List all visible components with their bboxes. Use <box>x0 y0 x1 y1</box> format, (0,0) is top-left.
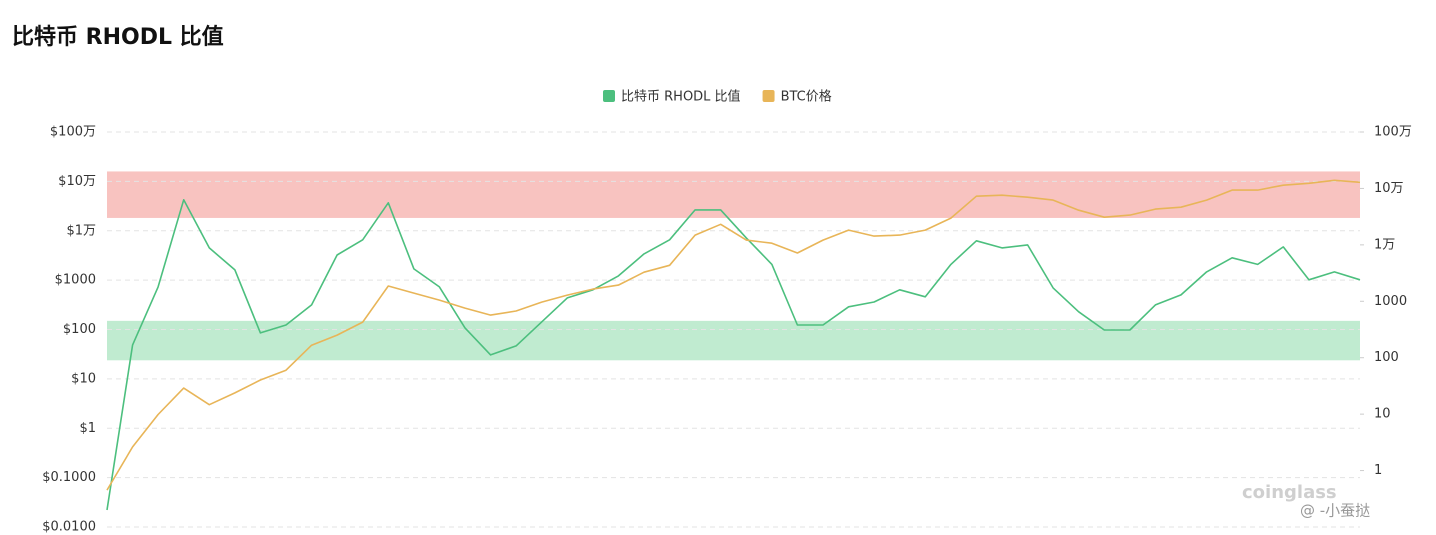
series-line <box>106 199 1361 511</box>
series-line <box>106 179 1361 491</box>
y2-tick-label: 10万 <box>1374 181 1404 196</box>
y2-tick-label: 1 <box>1374 463 1382 478</box>
legend-label: BTC价格 <box>781 89 832 105</box>
legend-label: 比特币 RHODL 比值 <box>621 89 741 105</box>
y-tick-label: $0.1000 <box>42 470 96 485</box>
legend-swatch <box>762 90 775 102</box>
zone-band <box>107 171 1360 218</box>
y-tick-label: $10万 <box>58 174 96 189</box>
y2-tick-label: 100 <box>1374 350 1399 365</box>
zone-band <box>107 320 1360 361</box>
y2-tick-label: 10 <box>1374 407 1391 422</box>
y2-tick-label: 100万 <box>1374 125 1412 140</box>
y-tick-label: $1 <box>79 421 96 436</box>
legend-swatch <box>603 90 615 102</box>
chart-title: 比特币 RHODL 比值 <box>12 24 224 50</box>
y-tick-label: $1000 <box>55 273 96 288</box>
y-tick-label: $100万 <box>50 125 96 140</box>
y2-tick-label: 1万 <box>1374 237 1395 252</box>
watermark: coinglass <box>1242 482 1337 503</box>
y-tick-label: $1万 <box>66 223 96 238</box>
y-tick-label: $0.0100 <box>42 520 96 535</box>
y-tick-label: $10 <box>71 371 96 386</box>
credit: @ -小蚕挞 <box>1300 502 1370 520</box>
y-tick-label: $100 <box>63 322 96 337</box>
y2-tick-label: 1000 <box>1374 294 1407 309</box>
